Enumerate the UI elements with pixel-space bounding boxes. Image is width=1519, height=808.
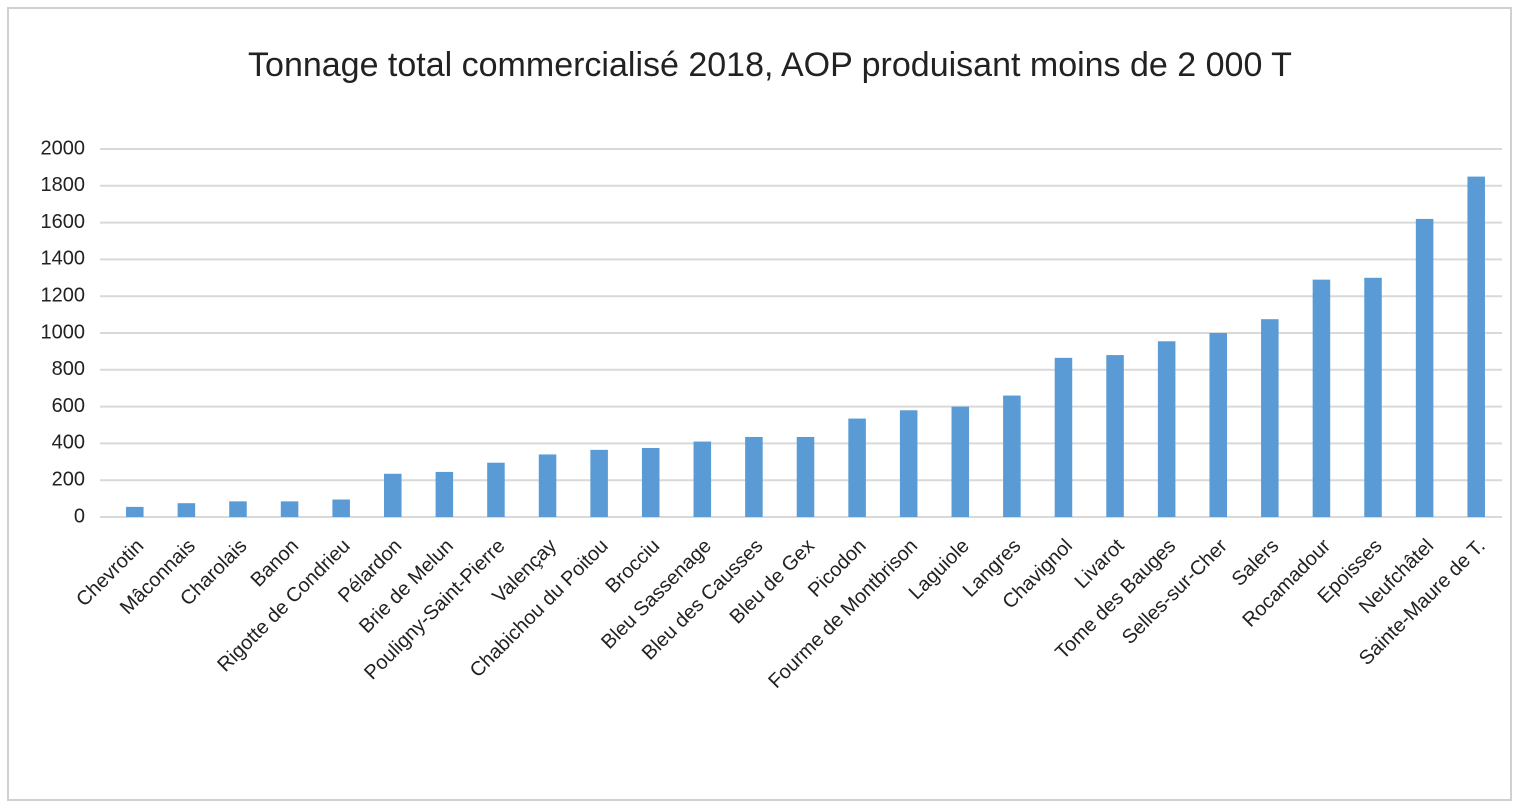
y-tick-label: 1600 xyxy=(41,211,86,233)
bar xyxy=(383,473,402,517)
bar xyxy=(1106,355,1124,517)
bar xyxy=(641,448,660,517)
y-tick-label: 0 xyxy=(74,505,85,527)
bar xyxy=(435,471,454,517)
bar xyxy=(1312,279,1331,517)
bar xyxy=(1209,333,1228,517)
chart-title: Tonnage total commercialisé 2018, AOP pr… xyxy=(248,46,1292,84)
bar xyxy=(1054,357,1073,517)
bar xyxy=(229,501,247,517)
y-tick-label: 1200 xyxy=(41,284,86,306)
bar xyxy=(745,436,763,517)
bar xyxy=(848,418,866,517)
bar xyxy=(538,454,557,517)
y-tick-label: 1800 xyxy=(41,174,86,196)
y-tick-label: 800 xyxy=(52,358,85,380)
y-tick-label: 600 xyxy=(52,395,85,417)
bar xyxy=(951,406,970,517)
bar xyxy=(693,441,712,517)
y-tick-label: 1400 xyxy=(41,248,86,270)
bar xyxy=(177,503,196,517)
bar xyxy=(1003,395,1021,517)
bar xyxy=(1415,218,1434,518)
bar xyxy=(332,499,350,517)
bar xyxy=(1467,176,1485,517)
bar xyxy=(796,436,815,517)
bar xyxy=(1261,319,1279,517)
bar xyxy=(590,449,608,517)
bar xyxy=(899,410,918,517)
bar xyxy=(487,462,505,517)
y-tick-label: 2000 xyxy=(41,137,86,159)
y-tick-label: 400 xyxy=(52,432,85,454)
bar xyxy=(1157,341,1176,517)
chart-frame xyxy=(7,7,1512,801)
bar xyxy=(280,501,299,517)
y-tick-label: 200 xyxy=(52,468,85,490)
bar xyxy=(1364,277,1382,517)
bar xyxy=(126,506,144,517)
y-tick-label: 1000 xyxy=(41,321,86,343)
